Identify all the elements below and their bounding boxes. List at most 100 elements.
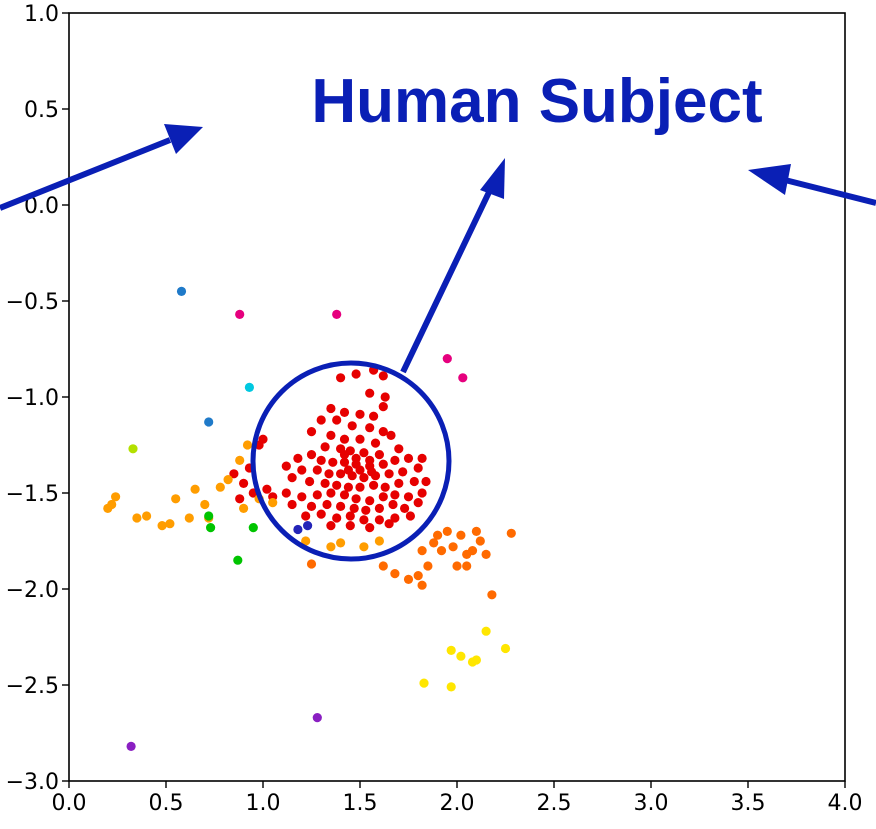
data-point xyxy=(386,430,396,440)
data-point xyxy=(467,546,478,556)
data-point xyxy=(306,427,317,437)
data-point xyxy=(306,501,317,511)
data-point xyxy=(446,645,456,656)
data-point xyxy=(343,482,353,492)
human-subject-label: Human Subject xyxy=(311,67,762,136)
x-tick-label: 3.0 xyxy=(634,791,669,816)
data-point xyxy=(332,513,342,523)
data-point xyxy=(403,453,414,463)
data-point xyxy=(456,530,466,540)
data-point xyxy=(343,465,353,475)
data-point xyxy=(347,421,357,431)
data-point xyxy=(481,549,491,560)
data-point xyxy=(351,494,361,504)
data-point xyxy=(336,373,346,383)
data-point xyxy=(403,574,414,585)
y-tick-label: −2.5 xyxy=(6,674,59,699)
data-point xyxy=(378,459,388,469)
data-point xyxy=(235,309,245,319)
x-tick-label: 1.5 xyxy=(343,791,378,816)
axis-ticks-layer: 0.0 0.5 1.0 1.5 2.0 2.5 3.0 3.5 4.01.00.50.0−0.5… xyxy=(6,2,863,816)
arrow-right-head xyxy=(748,164,791,195)
data-point xyxy=(349,503,359,513)
data-point xyxy=(336,538,346,548)
data-point xyxy=(452,561,462,571)
data-point xyxy=(413,498,423,508)
data-point xyxy=(303,521,313,531)
data-point xyxy=(400,503,410,513)
data-point xyxy=(339,450,350,460)
data-point xyxy=(301,511,311,521)
data-point xyxy=(165,519,175,529)
data-point xyxy=(281,461,291,471)
data-point xyxy=(417,453,427,463)
data-point xyxy=(388,499,398,510)
data-point xyxy=(419,678,429,688)
data-point xyxy=(206,523,216,533)
data-point xyxy=(423,561,433,571)
data-point xyxy=(417,488,427,498)
data-point xyxy=(128,444,138,454)
data-point xyxy=(235,455,245,465)
data-point xyxy=(471,655,481,665)
data-point xyxy=(448,542,458,552)
data-point xyxy=(413,571,423,581)
data-point xyxy=(235,494,245,504)
data-point xyxy=(322,499,332,510)
data-point xyxy=(369,480,379,490)
data-point xyxy=(394,478,404,488)
data-point xyxy=(359,473,369,483)
x-tick-label: 3.5 xyxy=(731,791,766,816)
data-point xyxy=(332,309,342,319)
y-tick-label: 1.0 xyxy=(24,2,59,27)
data-point xyxy=(374,503,384,513)
data-point xyxy=(336,469,346,479)
data-point xyxy=(429,538,439,548)
data-point xyxy=(417,580,427,590)
data-point xyxy=(312,465,322,475)
data-point xyxy=(442,354,452,364)
data-point xyxy=(481,626,491,636)
data-point xyxy=(487,590,497,600)
data-point xyxy=(370,438,381,448)
x-tick-label: 0.5 xyxy=(149,791,184,816)
data-point xyxy=(258,434,268,444)
x-tick-label: 2.0 xyxy=(440,791,475,816)
data-point xyxy=(421,476,431,487)
data-point xyxy=(345,521,355,531)
y-tick-label: 0.5 xyxy=(24,98,59,123)
data-point xyxy=(306,450,317,460)
data-point xyxy=(378,427,388,437)
data-point xyxy=(332,415,342,425)
data-point xyxy=(367,467,377,477)
data-point xyxy=(359,515,369,525)
data-point xyxy=(374,450,384,460)
data-point xyxy=(204,511,214,521)
data-point xyxy=(339,457,350,467)
annotation-arrows xyxy=(0,124,876,374)
data-point xyxy=(413,463,423,473)
data-point xyxy=(215,482,225,492)
data-point xyxy=(297,465,307,475)
data-point xyxy=(242,440,253,450)
data-point xyxy=(132,513,142,523)
data-point xyxy=(351,453,361,463)
data-point xyxy=(458,373,468,383)
arrow-center-head xyxy=(480,158,505,199)
data-point xyxy=(262,484,272,494)
data-point xyxy=(380,392,390,402)
y-tick-label: −0.5 xyxy=(6,290,59,315)
data-point xyxy=(378,561,388,571)
data-point xyxy=(326,521,336,531)
y-tick-label: −1.0 xyxy=(6,386,59,411)
data-point xyxy=(316,455,326,465)
data-point xyxy=(223,475,233,485)
data-point xyxy=(332,480,342,490)
data-point xyxy=(398,467,408,477)
data-point xyxy=(345,511,355,521)
data-point xyxy=(355,409,365,419)
x-tick-label: 0.0 xyxy=(52,791,87,816)
data-point xyxy=(390,569,400,579)
data-point xyxy=(365,523,375,533)
arrow-left-shaft xyxy=(0,137,172,211)
